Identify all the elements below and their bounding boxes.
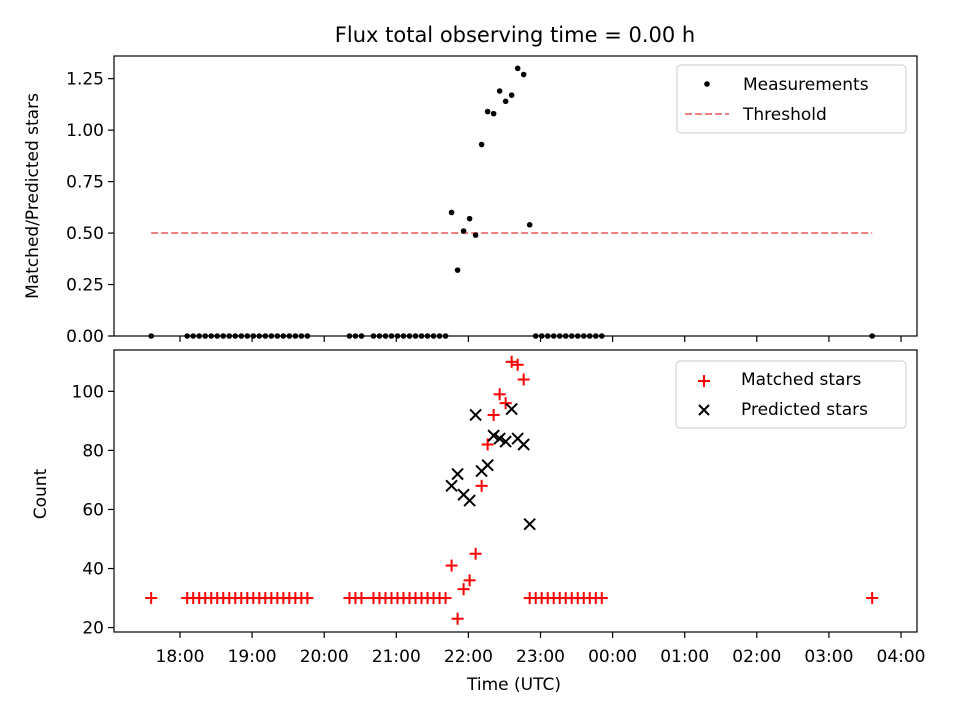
predicted-star-point — [445, 479, 458, 493]
matched-star-point — [595, 592, 608, 605]
top-y-tick-label: 1.25 — [66, 70, 104, 90]
bottom-legend-box — [675, 360, 907, 429]
top-y-tick-label: 0.50 — [66, 224, 104, 244]
top-y-ticks: 0.00 0.25 0.50 0.75 1.00 1.25 — [66, 70, 114, 347]
bottom-plot-frame — [113, 349, 918, 633]
measurement-point — [472, 232, 479, 238]
matched-star-point — [355, 592, 368, 605]
top-y-axis-label: Matched/Predicted stars — [23, 93, 43, 299]
bottom-y-tick-label: 40 — [82, 560, 104, 580]
measurement-point — [460, 228, 467, 234]
x-axis-label: Time (UTC) — [466, 675, 561, 695]
matched-star-point — [511, 358, 524, 371]
bottom-x-tick-label: 01:00 — [660, 647, 709, 667]
predicted-star-point — [517, 438, 530, 451]
matched-star-point — [457, 583, 470, 596]
predicted-star-point — [451, 467, 464, 481]
measurement-point — [502, 98, 509, 105]
bottom-x-tick-label: 04:00 — [877, 647, 926, 667]
bottom-x-tick-label: 02:00 — [732, 647, 781, 667]
bottom-y-axis-label: Count — [31, 468, 51, 519]
top-legend: Measurements Threshold — [676, 64, 907, 134]
matched-star-point — [505, 355, 518, 368]
legend-measurements-marker — [704, 81, 710, 87]
matched-star-point — [517, 373, 530, 386]
bottom-x-tick-label: 22:00 — [444, 647, 493, 667]
matched-star-point — [499, 397, 512, 410]
bottom-y-tick-label: 20 — [82, 619, 104, 639]
matched-star-point — [439, 592, 452, 605]
measurement-point — [448, 209, 455, 216]
predicted-star-point — [505, 402, 518, 416]
top-x-ticks — [179, 336, 902, 342]
top-legend-box — [676, 64, 907, 134]
top-plot-panel: Flux total observing time = 0.00 h Match… — [23, 23, 918, 347]
measurement-point — [520, 71, 527, 78]
legend-matched-marker — [698, 375, 710, 387]
bottom-x-tick-label: 21:00 — [372, 647, 421, 667]
bottom-x-tick-label: 23:00 — [516, 647, 565, 667]
matched-star-point — [866, 592, 879, 605]
bottom-plot-panel: Count 20 40 60 80 100 18:00 19:00 20:00 21:00 22… — [31, 349, 926, 695]
matched-star-point — [463, 574, 476, 587]
chart-title: Flux total observing time = 0.00 h — [335, 23, 695, 47]
top-y-tick-label: 0.75 — [66, 173, 104, 193]
bottom-y-tick-label: 80 — [82, 441, 104, 461]
predicted-star-point — [499, 435, 512, 448]
legend-predicted-marker — [698, 404, 710, 416]
predicted-star-point — [463, 494, 476, 507]
bottom-x-tick-label: 18:00 — [156, 647, 205, 667]
top-plot-frame — [113, 55, 918, 337]
matched-star-point — [445, 559, 458, 572]
predicted-star-point — [469, 408, 482, 422]
predicted-star-point — [481, 458, 494, 472]
bottom-x-tick-label: 00:00 — [588, 647, 637, 667]
matched-star-point — [487, 408, 500, 421]
top-y-tick-label: 0.00 — [66, 327, 104, 347]
measurement-point — [514, 65, 521, 72]
legend-measurements-label: Measurements — [743, 75, 869, 95]
legend-threshold-label: Threshold — [742, 105, 827, 125]
bottom-y-tick-label: 60 — [82, 500, 104, 520]
measurement-point — [496, 88, 503, 94]
measurement-point — [508, 92, 515, 98]
bottom-legend: Matched stars Predicted stars — [675, 360, 907, 429]
measurement-point — [490, 110, 497, 117]
matched-star-point — [145, 592, 158, 605]
legend-predicted-label: Predicted stars — [741, 400, 868, 420]
bottom-x-tick-label: 03:00 — [804, 647, 853, 667]
predicted-star-point — [493, 432, 506, 445]
top-y-tick-label: 0.25 — [66, 276, 104, 296]
top-y-tick-label: 1.00 — [66, 121, 104, 141]
matched-star-point — [301, 592, 314, 605]
predicted-star-point — [487, 429, 500, 442]
matched-star-point — [475, 479, 488, 492]
bottom-plot-marks — [145, 355, 879, 625]
bottom-y-tick-label: 100 — [72, 382, 104, 402]
measurement-point — [478, 141, 485, 148]
measurement-point — [526, 222, 533, 228]
measurement-point — [484, 108, 491, 115]
bottom-x-tick-label: 19:00 — [228, 647, 277, 667]
matched-star-point — [451, 612, 464, 625]
bottom-x-tick-label: 20:00 — [300, 647, 349, 667]
predicted-star-point — [523, 518, 536, 531]
matched-star-point — [493, 388, 506, 401]
bottom-x-ticks: 18:00 19:00 20:00 21:00 22:00 23:00 00:00 01:00… — [156, 632, 926, 667]
measurement-point — [454, 267, 461, 273]
bottom-y-ticks: 20 40 60 80 100 — [72, 382, 114, 639]
legend-matched-label: Matched stars — [741, 370, 861, 390]
measurement-point — [466, 215, 473, 222]
matched-star-point — [469, 547, 482, 560]
